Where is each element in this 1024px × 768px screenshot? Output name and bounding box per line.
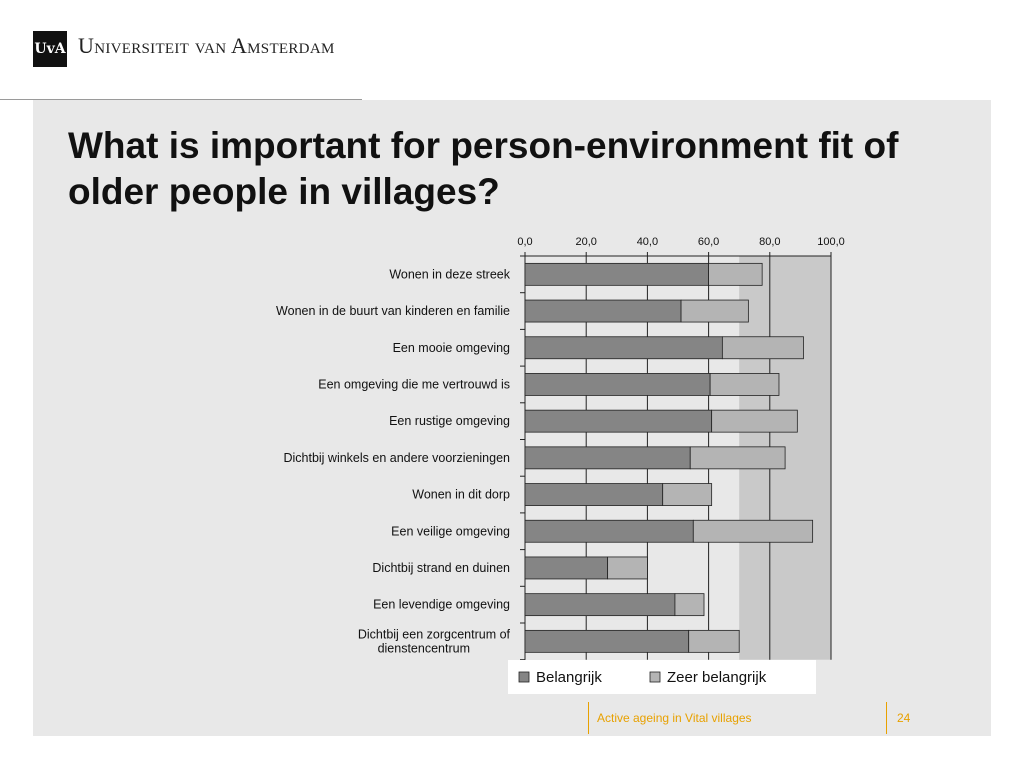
category-label: Een omgeving die me vertrouwd is [318, 377, 510, 391]
category-label: Dichtbij een zorgcentrum of dienstencentr… [358, 627, 511, 655]
bar-belangrijk [524, 409, 713, 433]
x-tick-label: 100,0 [817, 236, 845, 248]
bar-belangrijk [524, 629, 690, 653]
category-label: Een levendige omgeving [373, 598, 510, 612]
category-label: Wonen in dit dorp [412, 488, 510, 502]
bar-zeer-belangrijk [607, 556, 648, 580]
x-tick-label: 0,0 [517, 236, 532, 248]
bar-belangrijk [524, 299, 682, 323]
bar-zeer-belangrijk [708, 262, 763, 286]
legend-label-zeer-belangrijk: Zeer belangrijk [667, 669, 767, 686]
category-label: Wonen in de buurt van kinderen en famili… [276, 304, 510, 318]
bar-zeer-belangrijk [680, 299, 749, 323]
legend-label-belangrijk: Belangrijk [536, 669, 602, 686]
bar-zeer-belangrijk [709, 373, 780, 396]
footer-label: Active ageing in Vital villages [597, 711, 752, 725]
x-tick-label: 40,0 [637, 236, 658, 248]
slide-title: What is important for person-environment… [68, 125, 899, 212]
university-name: Universiteit van Amsterdam [78, 33, 335, 58]
bar-zeer-belangrijk [688, 629, 740, 653]
legend-swatch-belangrijk [518, 671, 530, 683]
bar-zeer-belangrijk [721, 336, 804, 360]
bar-zeer-belangrijk [662, 483, 713, 506]
footer-divider-left [588, 702, 589, 734]
category-label: Een mooie omgeving [393, 341, 510, 355]
legend-box [508, 660, 816, 694]
category-label: Dichtbij strand en duinen [372, 561, 510, 575]
bar-zeer-belangrijk [674, 593, 705, 617]
page-number: 24 [897, 711, 911, 725]
university-logo-icon: UvA [33, 31, 67, 67]
footer-divider-right [886, 702, 887, 734]
category-label: Wonen in deze streek [389, 267, 510, 281]
bar-zeer-belangrijk [692, 519, 814, 543]
bar-belangrijk [524, 519, 694, 543]
category-label: Een rustige omgeving [389, 414, 510, 428]
bar-belangrijk [524, 483, 664, 506]
header-divider [0, 99, 362, 100]
bar-belangrijk [524, 446, 691, 470]
bar-belangrijk [524, 336, 723, 360]
x-tick-label: 60,0 [698, 236, 719, 248]
bar-belangrijk [524, 262, 710, 286]
x-tick-label: 80,0 [759, 236, 780, 248]
category-label: Dichtbij winkels en andere voorzieningen [283, 451, 510, 465]
header: UvA Universiteit van Amsterdam [0, 0, 1024, 100]
bar-belangrijk [524, 593, 676, 617]
bar-belangrijk [524, 373, 711, 396]
bar-zeer-belangrijk [711, 409, 798, 433]
bar-belangrijk [524, 556, 609, 580]
legend-swatch-zeer-belangrijk [649, 671, 661, 683]
x-tick-label: 20,0 [575, 236, 596, 248]
bar-zeer-belangrijk [689, 446, 786, 470]
category-label: Een veilige omgeving [391, 524, 510, 538]
